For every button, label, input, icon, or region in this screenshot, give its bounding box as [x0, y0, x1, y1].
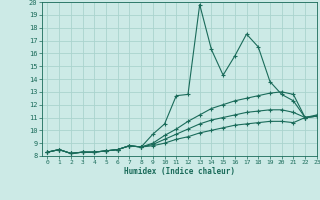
X-axis label: Humidex (Indice chaleur): Humidex (Indice chaleur) [124, 167, 235, 176]
